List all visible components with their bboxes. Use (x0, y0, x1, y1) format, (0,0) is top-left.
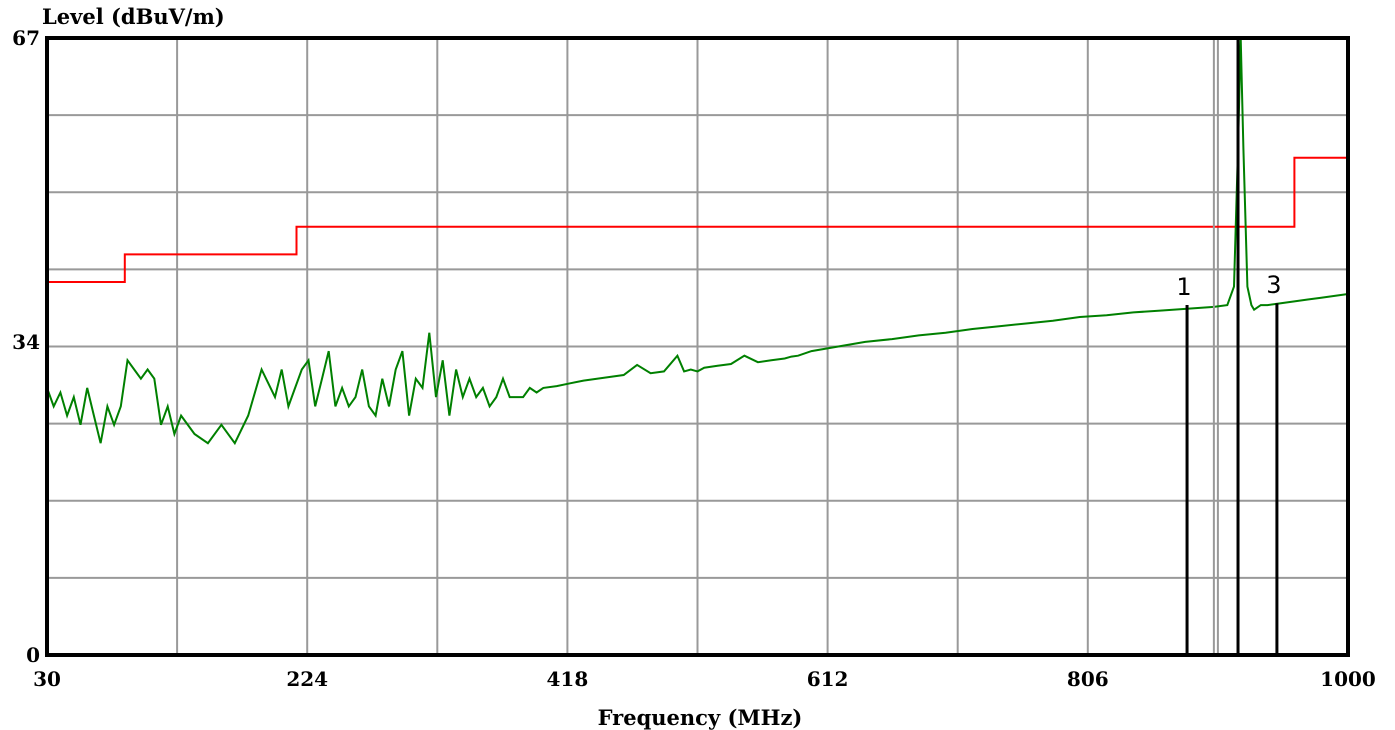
measurement-trace (46, 37, 1349, 446)
y-tick-label: 67 (12, 26, 40, 50)
y-axis-label: Level (dBuV/m) (42, 4, 225, 29)
x-tick-label: 612 (807, 667, 849, 691)
plot-frame (45, 36, 1350, 657)
marker-label: 1 (1176, 273, 1191, 301)
x-tick-label: 30 (33, 667, 61, 691)
trace-polyline (46, 37, 1349, 446)
x-tick-label: 806 (1067, 667, 1109, 691)
x-tick-label: 224 (286, 667, 328, 691)
x-tick-label: 1000 (1320, 667, 1376, 691)
y-tick-label: 34 (12, 330, 40, 354)
y-tick-label: 0 (26, 643, 40, 667)
limit-line (47, 156, 1348, 283)
marker-label: 3 (1266, 271, 1281, 299)
limit-polyline (47, 156, 1348, 283)
ticks: 30 224 418 612 806 1000 67 34 0 (12, 26, 1376, 691)
x-axis-label: Frequency (MHz) (598, 705, 803, 730)
x-tick-label: 418 (547, 667, 589, 691)
grid (47, 38, 1348, 655)
